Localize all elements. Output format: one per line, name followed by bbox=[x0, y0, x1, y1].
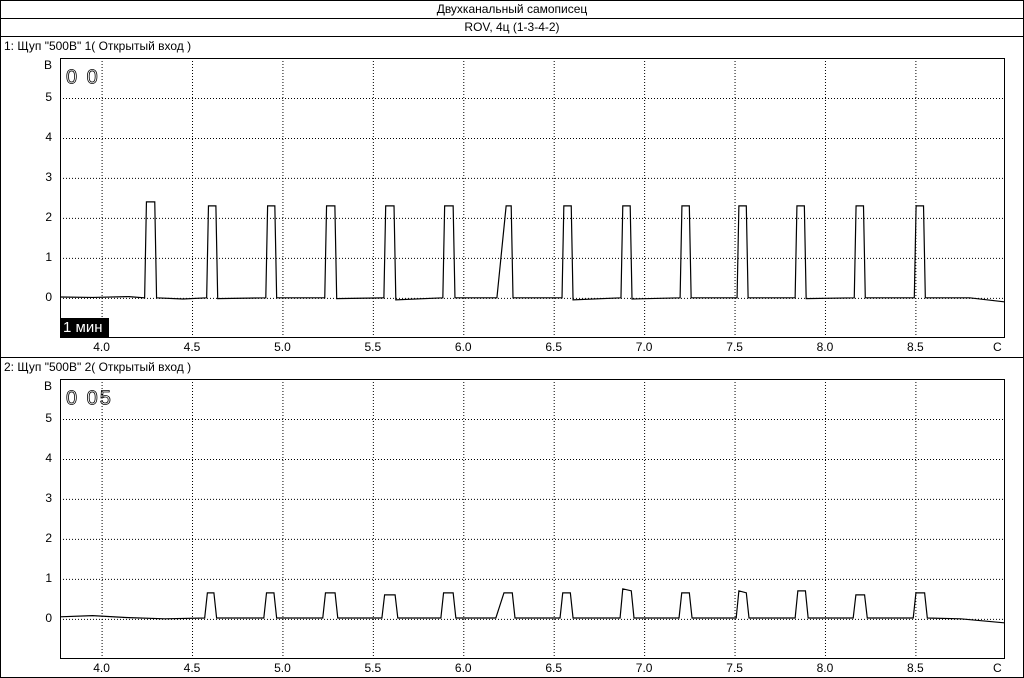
x-tick-label: 4.0 bbox=[93, 340, 110, 354]
x-tick-label: 7.0 bbox=[636, 340, 653, 354]
y-tick-label: 3 bbox=[45, 491, 52, 505]
plot-frame bbox=[60, 379, 1005, 659]
x-tick-label: 8.5 bbox=[907, 340, 924, 354]
x-tick-label: 6.5 bbox=[545, 661, 562, 675]
signal-line bbox=[59, 201, 1005, 303]
x-tick-label: 5.0 bbox=[274, 340, 291, 354]
x-axis-label: С bbox=[993, 661, 1002, 675]
x-tick-label: 4.0 bbox=[93, 661, 110, 675]
x-tick-label: 5.5 bbox=[365, 661, 382, 675]
x-tick-label: 7.5 bbox=[726, 340, 743, 354]
panel-title: 1: Щуп "500В" 1( Открытый вход ) bbox=[4, 39, 191, 53]
counter: 0 05 bbox=[66, 387, 113, 409]
x-tick-label: 5.0 bbox=[274, 661, 291, 675]
x-tick-label: 8.0 bbox=[817, 340, 834, 354]
y-tick-label: 4 bbox=[45, 130, 52, 144]
x-axis-label: С bbox=[993, 340, 1002, 354]
y-tick-label: 4 bbox=[45, 451, 52, 465]
y-tick-label: 0 bbox=[45, 290, 52, 304]
y-axis-label: В bbox=[44, 379, 52, 393]
x-tick-label: 6.5 bbox=[545, 340, 562, 354]
window-subtitle: ROV, 4ц (1-3-4-2) bbox=[464, 20, 559, 34]
y-tick-label: 0 bbox=[45, 611, 52, 625]
plot-frame bbox=[60, 58, 1005, 338]
annotation-box bbox=[61, 318, 109, 337]
x-tick-label: 4.5 bbox=[184, 340, 201, 354]
x-tick-label: 5.5 bbox=[365, 340, 382, 354]
y-tick-label: 5 bbox=[45, 90, 52, 104]
counter: 0 0 bbox=[66, 66, 100, 88]
y-tick-label: 5 bbox=[45, 411, 52, 425]
y-tick-label: 1 bbox=[45, 250, 52, 264]
x-tick-label: 6.0 bbox=[455, 340, 472, 354]
panel-title: 2: Щуп "500В" 2( Открытый вход ) bbox=[4, 360, 191, 374]
signal-line bbox=[59, 588, 1005, 624]
y-tick-label: 3 bbox=[45, 170, 52, 184]
y-tick-label: 2 bbox=[45, 531, 52, 545]
x-tick-label: 8.0 bbox=[817, 661, 834, 675]
y-tick-label: 2 bbox=[45, 210, 52, 224]
annotation: 1 мин bbox=[63, 319, 103, 336]
x-tick-label: 7.0 bbox=[636, 661, 653, 675]
x-tick-label: 4.5 bbox=[184, 661, 201, 675]
window-title: Двухканальный самописец bbox=[437, 2, 588, 16]
x-tick-label: 8.5 bbox=[907, 661, 924, 675]
y-tick-label: 1 bbox=[45, 571, 52, 585]
x-tick-label: 7.5 bbox=[726, 661, 743, 675]
y-axis-label: В bbox=[44, 58, 52, 72]
x-tick-label: 6.0 bbox=[455, 661, 472, 675]
